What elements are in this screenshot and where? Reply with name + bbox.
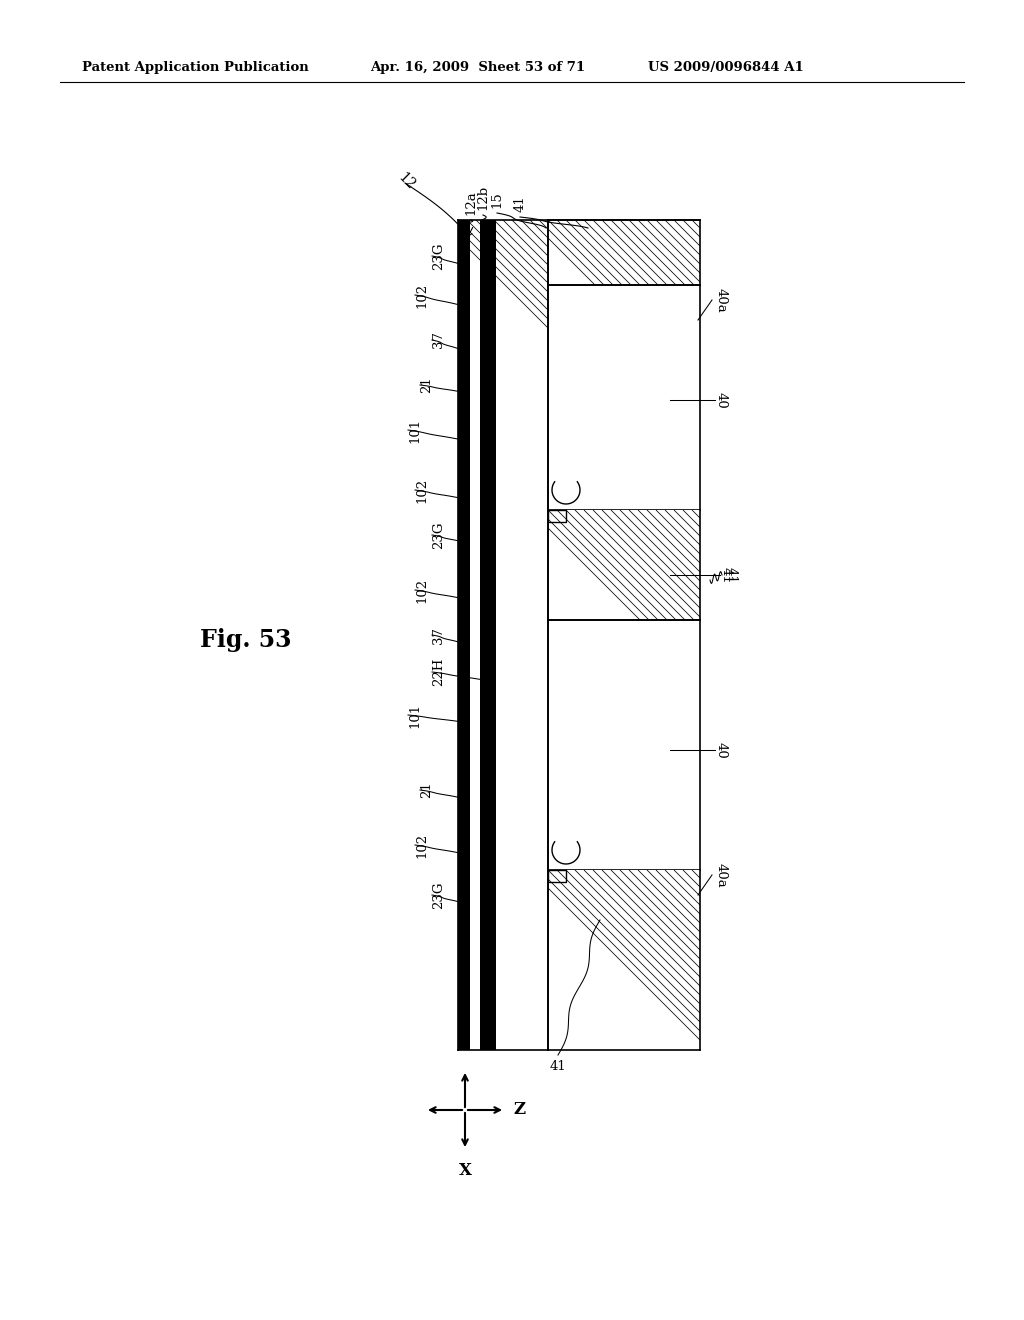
Bar [548,870,700,1049]
Text: 102: 102 [415,833,428,858]
Text: 41: 41 [550,1060,566,1073]
Text: 23G: 23G [432,521,445,549]
Bar [548,220,700,285]
Text: 41: 41 [720,566,733,583]
Text: 102: 102 [415,478,428,503]
Text: Apr. 16, 2009  Sheet 53 of 71: Apr. 16, 2009 Sheet 53 of 71 [370,62,585,74]
Bar [458,220,470,1049]
Text: 102: 102 [415,577,428,602]
Text: 40: 40 [715,742,728,759]
Text: 40: 40 [715,392,728,408]
Text: 101: 101 [408,417,421,442]
Bar [548,285,700,510]
Bar [480,220,496,1049]
Text: 15: 15 [490,191,504,209]
Text: 12: 12 [395,170,418,193]
Text: 12a: 12a [465,190,477,215]
Text: 40a: 40a [715,288,728,313]
Bar [548,870,566,882]
Text: 21: 21 [420,376,433,393]
Bar [458,220,548,1049]
Bar [548,510,566,521]
Text: X: X [459,1162,471,1179]
Text: 37: 37 [432,331,445,348]
Text: Patent Application Publication: Patent Application Publication [82,62,309,74]
Text: US 2009/0096844 A1: US 2009/0096844 A1 [648,62,804,74]
Text: 102: 102 [415,282,428,308]
Text: 40a: 40a [715,863,728,887]
Text: 37: 37 [432,627,445,644]
Text: Z: Z [513,1101,525,1118]
Text: 23G: 23G [432,882,445,908]
Text: 101: 101 [408,702,421,727]
Text: 21: 21 [420,781,433,799]
Bar [548,620,700,870]
Text: 41: 41 [725,566,738,583]
Bar [548,510,700,620]
Text: 41: 41 [513,195,526,213]
Text: 22H: 22H [432,657,445,686]
Text: Fig. 53: Fig. 53 [200,628,292,652]
Text: 12b: 12b [476,185,489,210]
Text: 23G: 23G [432,243,445,269]
